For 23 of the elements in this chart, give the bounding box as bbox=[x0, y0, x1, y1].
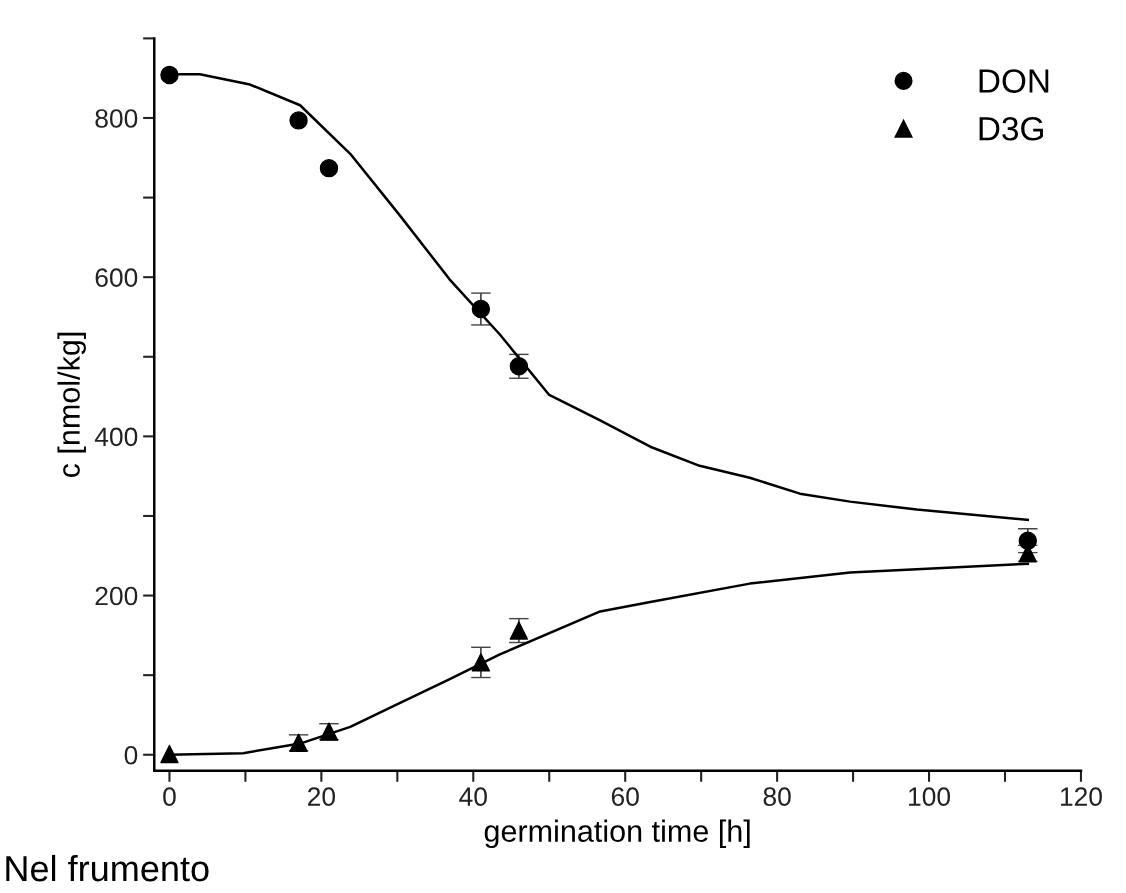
point bbox=[319, 158, 339, 178]
x-tick-label: 80 bbox=[763, 787, 791, 807]
y-tick-label: 600 bbox=[95, 268, 138, 287]
x-tick-label: 120 bbox=[1060, 787, 1102, 807]
x-tick-label: 0 bbox=[163, 787, 176, 807]
y-axis-title: c [nmol/kg] bbox=[57, 332, 86, 478]
x-axis-title: germination time [h] bbox=[484, 819, 750, 849]
y-tick-label: 200 bbox=[95, 586, 138, 606]
x-tick-label: 40 bbox=[459, 787, 487, 807]
x-tick-label: 60 bbox=[611, 787, 639, 807]
x-tick-label: 20 bbox=[308, 787, 336, 807]
y-tick-label: 0 bbox=[124, 745, 138, 765]
point bbox=[160, 744, 179, 764]
point bbox=[160, 65, 179, 85]
point bbox=[471, 299, 491, 319]
point bbox=[471, 653, 491, 672]
y-tick-label: 800 bbox=[95, 109, 138, 128]
y-tick-label: 400 bbox=[94, 427, 138, 447]
legend-label: D3G bbox=[979, 117, 1043, 141]
legend-label: DON bbox=[979, 69, 1049, 93]
text: Nel frumento bbox=[6, 854, 209, 882]
x-tick-label: 100 bbox=[909, 787, 951, 807]
point bbox=[289, 111, 308, 130]
